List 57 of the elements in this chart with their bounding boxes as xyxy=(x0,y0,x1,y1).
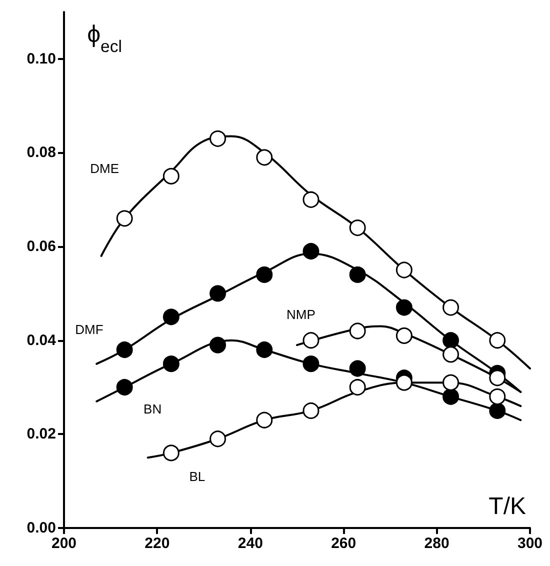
x-tick-label: 220 xyxy=(144,535,170,552)
point xyxy=(442,332,460,349)
point xyxy=(489,370,506,386)
y-tick-label: 0.10 xyxy=(26,50,56,68)
point xyxy=(396,262,412,278)
point xyxy=(162,444,180,462)
point xyxy=(442,346,460,363)
y-tick-label: 0.06 xyxy=(26,238,56,256)
point xyxy=(116,342,133,358)
point xyxy=(349,266,366,283)
point xyxy=(162,308,180,326)
y-tick-label: 0.02 xyxy=(26,426,56,443)
y-tick-label: 0.04 xyxy=(26,332,57,349)
x-axis-title: T/K xyxy=(488,493,526,520)
y-axis-title: ϕ$_{ecl}$ xyxy=(87,21,122,56)
point xyxy=(302,356,320,372)
point xyxy=(489,388,506,405)
series-label: BN xyxy=(144,402,162,417)
point xyxy=(302,191,320,208)
point xyxy=(442,388,460,405)
point xyxy=(489,332,506,349)
point xyxy=(349,379,366,396)
x-tick-label: 200 xyxy=(51,535,77,552)
x-tick-label: 260 xyxy=(331,535,356,552)
point xyxy=(349,220,366,236)
point xyxy=(162,168,180,184)
point xyxy=(162,356,180,372)
series-label: BL xyxy=(189,469,206,484)
point xyxy=(396,299,412,316)
x-tick-label: 240 xyxy=(238,535,263,552)
point xyxy=(256,149,273,166)
point xyxy=(210,285,226,302)
point xyxy=(489,402,506,419)
series-label: NMP xyxy=(286,307,316,322)
point xyxy=(116,379,133,396)
point xyxy=(116,210,133,227)
point xyxy=(256,266,273,283)
point xyxy=(256,342,273,358)
point xyxy=(302,402,320,419)
y-tick-label: 0.08 xyxy=(26,144,56,162)
point xyxy=(302,332,320,349)
point xyxy=(442,299,460,316)
point xyxy=(442,374,460,391)
text: DME xyxy=(90,161,120,176)
point xyxy=(396,374,412,391)
x-tick-label: 300 xyxy=(517,535,543,552)
point xyxy=(396,327,412,344)
point xyxy=(302,242,320,260)
point xyxy=(349,322,366,340)
point xyxy=(256,412,273,428)
x-tick-label: 280 xyxy=(424,535,450,552)
point xyxy=(210,130,226,147)
point xyxy=(210,336,226,354)
point xyxy=(349,360,366,377)
point xyxy=(210,430,226,448)
series-label: DMF xyxy=(75,322,104,338)
y-tick-label: 0.00 xyxy=(26,520,56,536)
